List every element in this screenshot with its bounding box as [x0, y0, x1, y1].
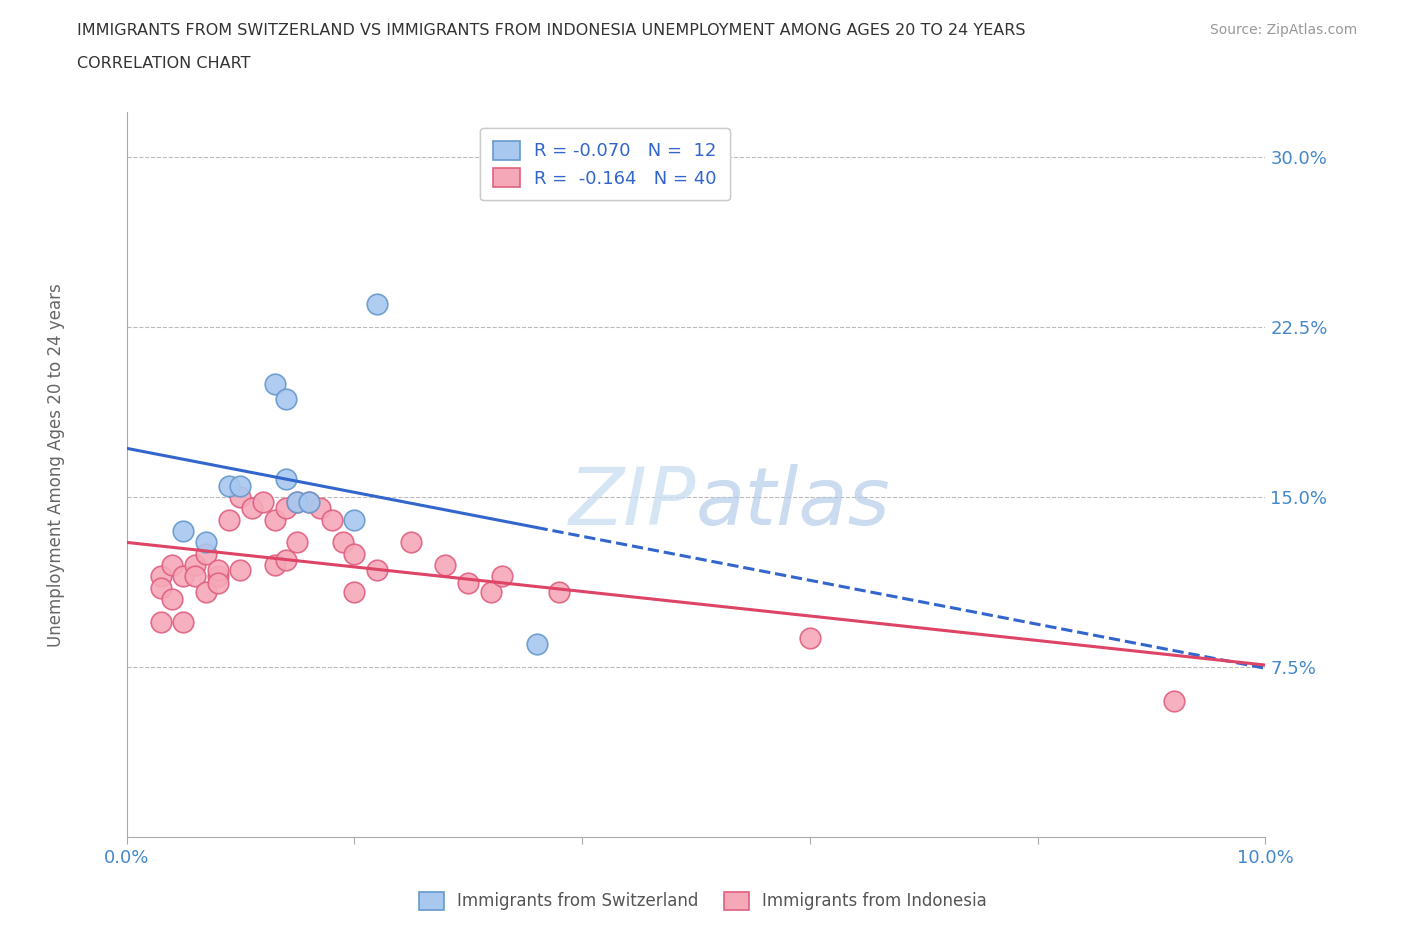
Legend: R = -0.070   N =  12, R =  -0.164   N = 40: R = -0.070 N = 12, R = -0.164 N = 40: [481, 128, 730, 200]
Point: [229, 562, 252, 577]
Point: [401, 535, 423, 550]
Point: [229, 489, 252, 504]
Point: [799, 631, 821, 645]
Point: [207, 562, 229, 577]
Point: [321, 512, 343, 527]
Point: [343, 546, 366, 561]
Point: [366, 297, 388, 312]
Text: CORRELATION CHART: CORRELATION CHART: [77, 56, 250, 71]
Point: [287, 494, 309, 509]
Point: [184, 558, 207, 573]
Point: [366, 562, 388, 577]
Point: [195, 535, 218, 550]
Point: [298, 494, 321, 509]
Text: atlas: atlas: [696, 464, 891, 542]
Point: [184, 569, 207, 584]
Point: [298, 494, 321, 509]
Point: [548, 585, 571, 600]
Point: [343, 585, 366, 600]
Text: Source: ZipAtlas.com: Source: ZipAtlas.com: [1209, 23, 1357, 37]
Point: [149, 569, 172, 584]
Point: [287, 494, 309, 509]
Point: [149, 614, 172, 629]
Point: [263, 558, 285, 573]
Point: [457, 576, 479, 591]
Text: Unemployment Among Ages 20 to 24 years: Unemployment Among Ages 20 to 24 years: [48, 283, 65, 647]
Point: [274, 392, 297, 407]
Point: [491, 569, 513, 584]
Point: [149, 580, 172, 595]
Point: [218, 478, 240, 493]
Text: ZIP: ZIP: [568, 464, 696, 542]
Legend: Immigrants from Switzerland, Immigrants from Indonesia: Immigrants from Switzerland, Immigrants …: [412, 885, 994, 917]
Point: [274, 501, 297, 516]
Point: [160, 591, 183, 606]
Point: [160, 558, 183, 573]
Point: [434, 558, 457, 573]
Point: [252, 494, 274, 509]
Point: [343, 512, 366, 527]
Point: [309, 501, 332, 516]
Point: [207, 576, 229, 591]
Point: [274, 553, 297, 568]
Point: [479, 585, 502, 600]
Point: [172, 569, 194, 584]
Point: [195, 585, 218, 600]
Point: [240, 501, 263, 516]
Point: [172, 614, 194, 629]
Point: [195, 546, 218, 561]
Point: [229, 478, 252, 493]
Point: [287, 535, 309, 550]
Point: [207, 569, 229, 584]
Point: [263, 376, 285, 391]
Point: [263, 512, 285, 527]
Point: [1163, 694, 1185, 709]
Point: [218, 512, 240, 527]
Point: [332, 535, 354, 550]
Text: IMMIGRANTS FROM SWITZERLAND VS IMMIGRANTS FROM INDONESIA UNEMPLOYMENT AMONG AGES: IMMIGRANTS FROM SWITZERLAND VS IMMIGRANT…: [77, 23, 1026, 38]
Point: [526, 637, 548, 652]
Point: [274, 472, 297, 486]
Point: [172, 524, 194, 538]
